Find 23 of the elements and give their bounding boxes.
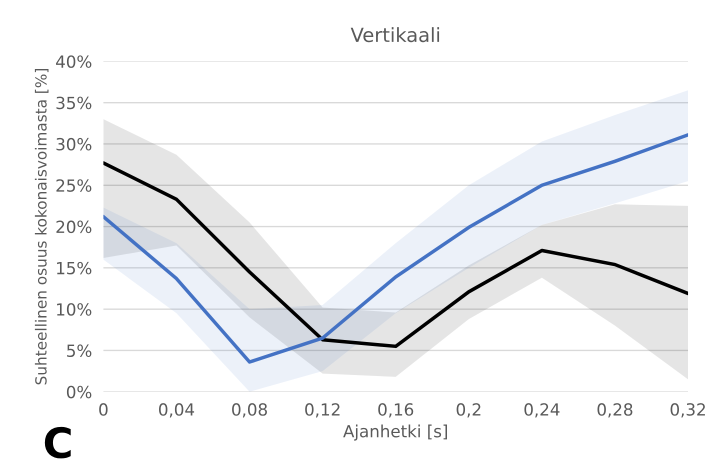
x-tick-label: 0,04 — [159, 403, 194, 418]
x-tick-label: 0,12 — [305, 403, 340, 418]
y-tick-label: 25% — [56, 179, 92, 192]
y-tick-label: 10% — [57, 303, 92, 316]
y-tick-label: 30% — [56, 138, 92, 151]
text: C — [44, 426, 71, 458]
x-tick-label: 0,08 — [232, 403, 267, 418]
x-tick-label: 0 — [99, 403, 108, 416]
y-tick-label: 40% — [56, 55, 92, 68]
x-tick-label: 0,32 — [670, 403, 705, 418]
x-axis-title: Ajanhetki [s] — [343, 424, 447, 441]
x-tick-label: 0,2 — [456, 403, 480, 418]
y-axis-title: Suhteellinen osuus kokonaisvoimasta [%] — [34, 69, 49, 384]
y-tick-label: 15% — [57, 262, 92, 274]
x-tick-label: 0,16 — [378, 403, 414, 418]
y-tick-label: 0% — [66, 386, 92, 398]
y-tick-label: 20% — [56, 220, 92, 234]
x-tick-label: 0,28 — [598, 403, 632, 418]
y-tick-label: 35% — [56, 96, 92, 110]
y-tick-label: 5% — [67, 344, 92, 358]
x-tick-label: 0,24 — [524, 403, 560, 418]
line-series — [103, 161, 688, 348]
chart-title: Vertikaali — [350, 27, 440, 42]
